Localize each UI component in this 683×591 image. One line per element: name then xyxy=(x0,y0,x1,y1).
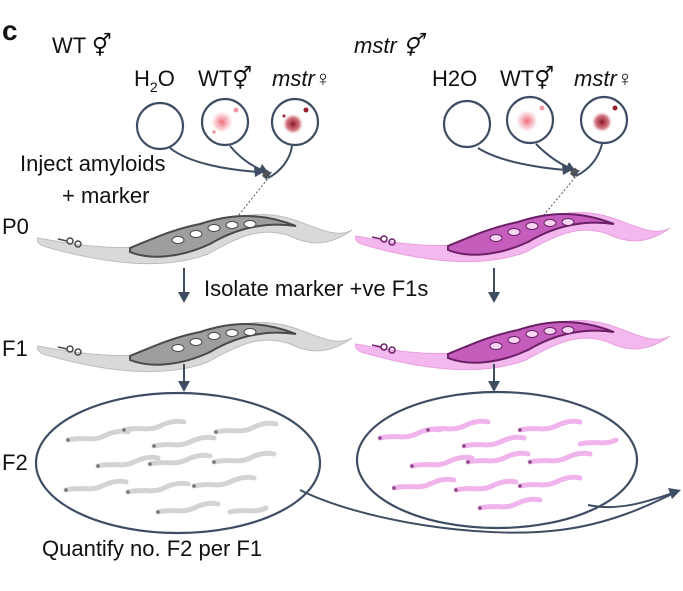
left-mstr-label: mstr♀ xyxy=(272,66,331,91)
f1-to-f2-arrows xyxy=(178,364,500,392)
left-f2-larvae-heads xyxy=(64,428,218,514)
quantify-label: Quantify no. F2 per F1 xyxy=(42,536,262,561)
f1-label: F1 xyxy=(2,336,28,361)
left-f2-larvae xyxy=(63,418,279,515)
left-mstr-aggregate-icon xyxy=(282,107,309,135)
right-wt-aggregate-icon xyxy=(515,105,545,133)
left-f1-worm xyxy=(37,322,353,373)
left-header: WT ⚥ xyxy=(52,32,112,58)
f2-label: F2 xyxy=(2,450,28,475)
left-sample-circles xyxy=(135,97,320,151)
p0-label: P0 xyxy=(2,214,29,239)
left-p0-worm xyxy=(37,214,353,265)
right-f2-larvae-heads xyxy=(378,428,532,510)
left-injection-arrows xyxy=(169,145,293,180)
right-sample-circles xyxy=(442,95,629,149)
right-injection-arrows xyxy=(477,143,603,178)
right-mstr-label: mstr♀ xyxy=(574,66,633,91)
right-water-circle xyxy=(442,99,492,149)
right-f2-larvae xyxy=(377,418,619,511)
inject-label-line2: + marker xyxy=(62,183,149,208)
right-f1-worm xyxy=(355,320,671,371)
left-water-label: H2O xyxy=(134,66,175,95)
isolate-arrows xyxy=(178,268,500,303)
left-wt-label: WT⚥ xyxy=(198,65,252,91)
right-header: mstr ⚥ xyxy=(354,32,427,58)
panel-letter: c xyxy=(2,15,18,46)
right-p0-worm xyxy=(355,212,671,263)
output-arrows xyxy=(299,488,681,534)
left-water-circle xyxy=(135,101,185,151)
right-wt-label: WT⚥ xyxy=(500,65,554,91)
isolate-label: Isolate marker +ve F1s xyxy=(204,276,428,301)
left-wt-aggregate-icon xyxy=(210,107,239,134)
right-water-label: H2O xyxy=(432,66,477,91)
inject-label-line1: Inject amyloids xyxy=(20,151,166,176)
right-mstr-aggregate-icon xyxy=(591,105,618,133)
